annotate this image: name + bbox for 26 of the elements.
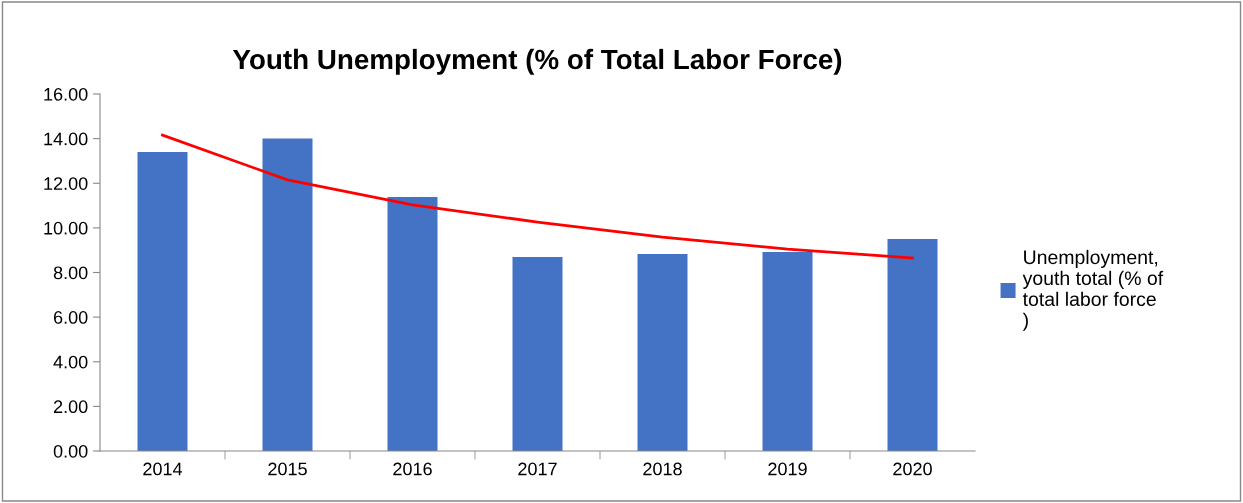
legend-label: Unemployment, youth total (% of total labor force ) [1022,249,1164,331]
x-tick-label: 2020 [893,462,932,476]
x-tick-label: 2017 [518,462,557,476]
x-tick-label: 2016 [393,462,432,476]
bar [887,239,938,451]
bar [637,253,688,451]
x-tick-label: 2015 [268,462,307,476]
y-tick-label: 14.00 [44,132,88,146]
y-tick-label: 12.00 [44,177,88,190]
x-tick-label: 2014 [143,462,183,476]
line-series [161,133,914,260]
bar [762,251,813,451]
y-tick-label: 10.00 [44,221,88,235]
y-tick-label: 2.00 [53,400,88,414]
bar [262,138,313,451]
chart-title: Youth Unemployment (% of Total Labor Force) [232,48,842,75]
y-tick-label: 8.00 [53,266,88,280]
bar [387,197,438,451]
bar [512,256,563,451]
y-tick-label: 6.00 [53,311,88,324]
bar [137,152,188,451]
y-tick-label: 4.00 [53,355,88,369]
x-tick-label: 2019 [768,462,807,476]
y-tick-label: 0.00 [53,444,88,458]
x-tick-label: 2018 [643,462,682,476]
y-tick-label: 16.00 [44,87,88,101]
